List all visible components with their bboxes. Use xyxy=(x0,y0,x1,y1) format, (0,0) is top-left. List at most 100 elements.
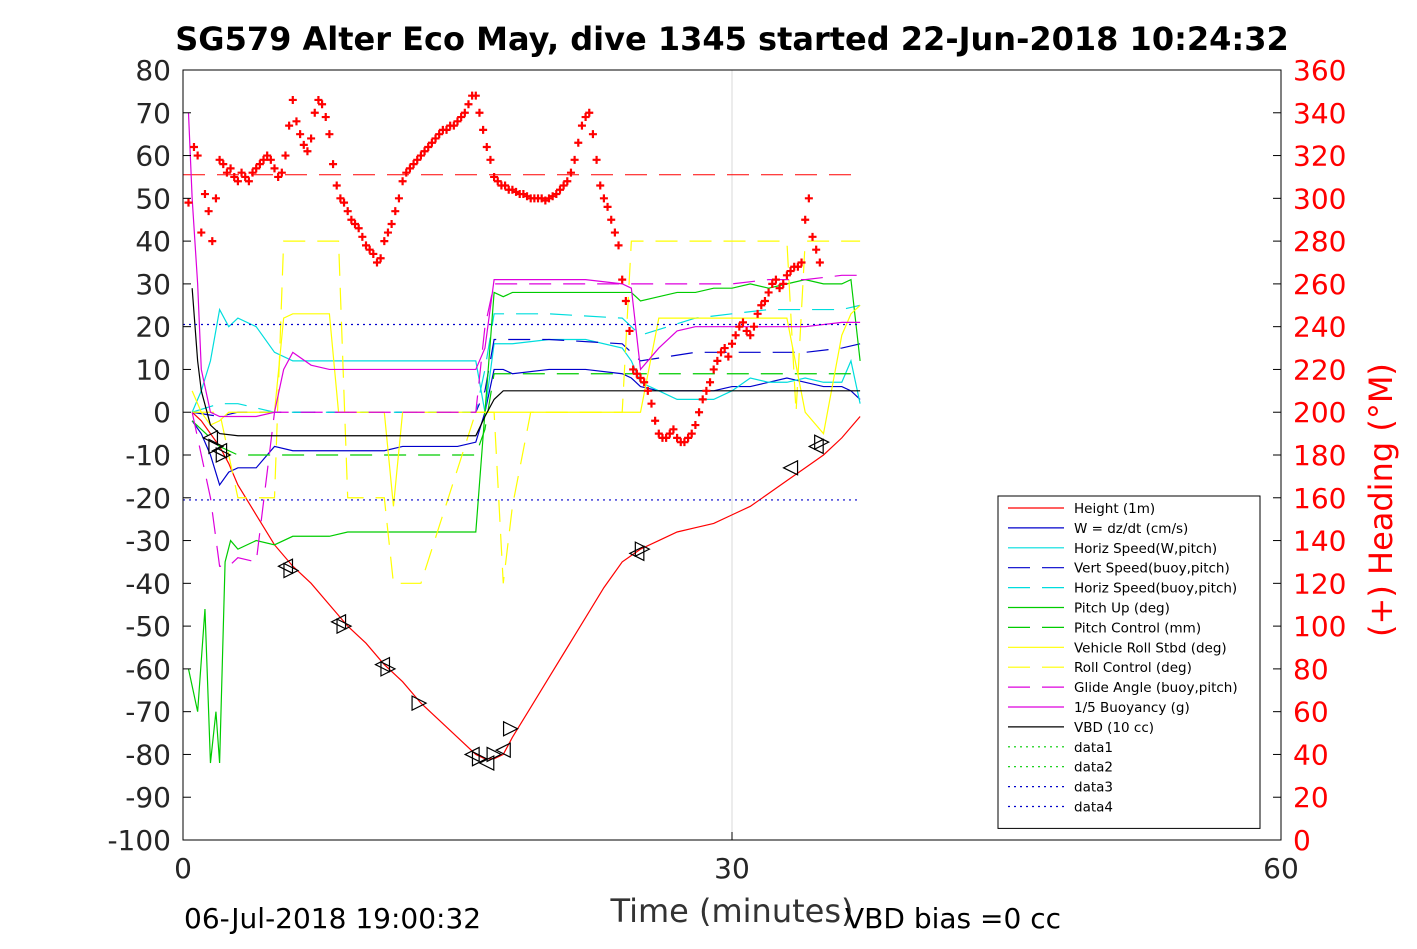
series-line xyxy=(192,240,861,584)
heading-point xyxy=(684,433,693,442)
heading-point xyxy=(358,232,367,241)
heading-point xyxy=(713,356,722,365)
triangle-marker xyxy=(494,742,511,759)
heading-point xyxy=(782,271,791,280)
heading-point xyxy=(555,185,564,194)
y-right-tick-label: 260 xyxy=(1293,268,1346,301)
heading-point xyxy=(552,190,561,199)
heading-point xyxy=(416,151,425,160)
heading-point xyxy=(230,172,239,181)
heading-point xyxy=(812,245,821,254)
triangle-marker xyxy=(782,459,799,476)
series-line xyxy=(191,373,861,456)
series-line xyxy=(191,307,861,413)
heading-point xyxy=(380,237,389,246)
series-line xyxy=(187,112,861,418)
heading-point xyxy=(383,228,392,237)
heading-point xyxy=(211,194,220,203)
heading-point xyxy=(215,155,224,164)
y-right-tick-label: 320 xyxy=(1293,140,1346,173)
heading-point xyxy=(343,207,352,216)
heading-point xyxy=(760,297,769,305)
heading-point xyxy=(691,421,700,430)
heading-point xyxy=(636,374,645,382)
heading-point xyxy=(680,438,689,447)
heading-point xyxy=(248,168,257,177)
heading-point xyxy=(204,207,213,216)
heading-point xyxy=(449,121,458,130)
y-tick-label: 70 xyxy=(135,97,171,130)
y-right-tick-label: 360 xyxy=(1293,54,1346,87)
heading-point xyxy=(566,168,575,177)
heading-point xyxy=(471,91,480,100)
heading-point xyxy=(815,258,824,267)
heading-point xyxy=(786,267,795,276)
heading-point xyxy=(288,95,297,104)
heading-point xyxy=(255,160,264,169)
heading-point xyxy=(299,140,308,149)
heading-point xyxy=(475,108,484,117)
y-axis-right-label: (+) Heading (°M) xyxy=(1362,363,1400,637)
heading-point xyxy=(244,177,253,186)
heading-point xyxy=(222,168,231,177)
heading-point xyxy=(662,433,671,442)
heading-point xyxy=(372,258,381,267)
heading-point xyxy=(233,177,242,186)
legend: Height (1m) W = dz/dt (cm/s) Horiz Speed(W… xyxy=(997,495,1261,829)
heading-point xyxy=(621,297,630,305)
heading-point xyxy=(263,151,272,160)
heading-point xyxy=(405,164,414,173)
y-right-tick-label: 20 xyxy=(1293,781,1329,814)
legend-label: Vert Speed(buoy,pitch) xyxy=(1074,561,1230,577)
heading-point xyxy=(563,177,572,186)
heading-point xyxy=(717,348,726,357)
y-tick-label: 50 xyxy=(135,182,171,215)
legend-label: Height (1m) xyxy=(1074,501,1155,517)
heading-point xyxy=(749,322,758,331)
heading-point xyxy=(610,228,619,237)
heading-point xyxy=(490,172,499,181)
heading-point xyxy=(387,220,396,228)
heading-point xyxy=(318,100,327,109)
heading-point xyxy=(453,117,462,126)
heading-point xyxy=(592,155,601,164)
heading-point xyxy=(336,194,345,203)
heading-point xyxy=(640,378,649,387)
heading-point xyxy=(585,108,594,117)
legend-label: Roll Control (deg) xyxy=(1074,660,1192,676)
heading-point xyxy=(347,215,356,224)
heading-point xyxy=(738,318,747,327)
legend-label: data3 xyxy=(1074,780,1113,796)
y-tick-label: 60 xyxy=(135,140,171,173)
heading-point xyxy=(797,258,806,267)
heading-point xyxy=(409,160,418,169)
heading-point xyxy=(420,147,429,156)
heading-point xyxy=(720,344,729,353)
series-line xyxy=(191,368,861,487)
legend-box xyxy=(997,495,1261,829)
y-right-tick-label: 280 xyxy=(1293,225,1346,258)
heading-point xyxy=(618,275,627,284)
series-line xyxy=(191,288,861,437)
y-right-tick-label: 220 xyxy=(1293,353,1346,386)
heading-point xyxy=(625,326,634,335)
heading-point xyxy=(632,369,641,378)
heading-point xyxy=(570,155,579,164)
heading-point xyxy=(442,125,451,134)
heading-point xyxy=(321,113,330,122)
x-tick-label: 60 xyxy=(1263,852,1299,885)
y-right-tick-label: 40 xyxy=(1293,738,1329,771)
triangle-marker xyxy=(374,656,391,673)
footer-timestamp: 06-Jul-2018 19:00:32 xyxy=(184,902,481,935)
heading-point xyxy=(270,164,279,173)
legend-label: Glide Angle (buoy,pitch) xyxy=(1074,680,1238,696)
heading-point xyxy=(219,160,228,169)
triangle-marker xyxy=(814,434,831,451)
heading-point xyxy=(193,151,202,160)
heading-point xyxy=(241,172,250,181)
heading-point xyxy=(757,301,766,310)
heading-point xyxy=(314,95,323,104)
y-tick-label: 30 xyxy=(135,268,171,301)
